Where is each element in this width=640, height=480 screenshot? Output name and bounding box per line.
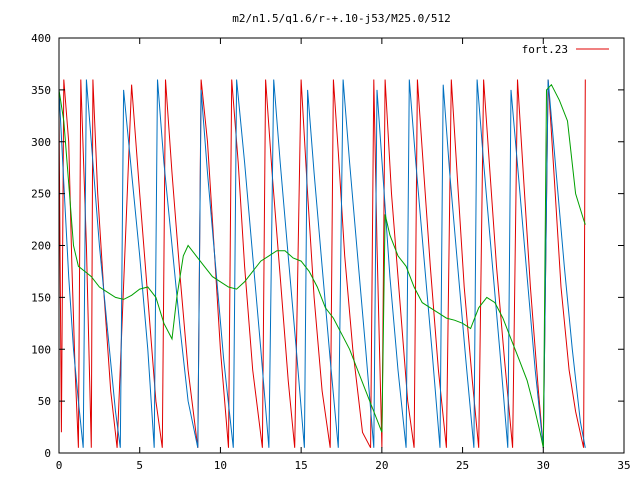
x-tick-label: 15: [295, 459, 308, 472]
chart-title: m2/n1.5/q1.6/r-+.10-j53/M25.0/512: [232, 12, 451, 25]
x-tick-label: 0: [56, 459, 63, 472]
y-tick-label: 100: [31, 343, 51, 356]
legend: fort.23: [522, 43, 609, 56]
x-tick-label: 10: [214, 459, 227, 472]
y-tick-label: 150: [31, 291, 51, 304]
x-tick-label: 20: [375, 459, 388, 472]
series-layer: [58, 79, 586, 449]
legend-label: fort.23: [522, 43, 568, 56]
series-line-2: [58, 79, 586, 448]
x-tick-label: 30: [537, 459, 550, 472]
y-tick-label: 200: [31, 240, 51, 253]
series-line-3: [58, 83, 586, 448]
y-axis: 0 50 100 150 200 250 300 350 400: [31, 32, 624, 460]
y-tick-label: 400: [31, 32, 51, 45]
x-tick-label: 5: [136, 459, 143, 472]
x-axis: 0 5 10 15 20 25 30 35: [56, 38, 631, 472]
x-tick-label: 35: [617, 459, 630, 472]
x-tick-label: 25: [456, 459, 469, 472]
y-tick-label: 350: [31, 84, 51, 97]
y-tick-label: 250: [31, 188, 51, 201]
y-tick-label: 50: [38, 395, 51, 408]
y-tick-label: 300: [31, 136, 51, 149]
y-tick-label: 0: [44, 447, 51, 460]
series-line-1: [58, 79, 586, 449]
